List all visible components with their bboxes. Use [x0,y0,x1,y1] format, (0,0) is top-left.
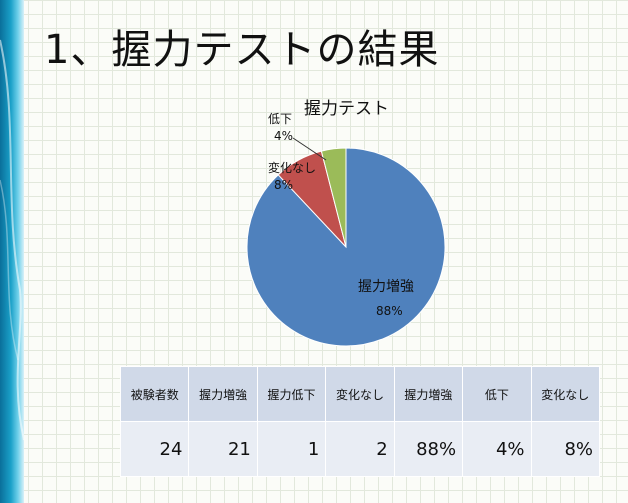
wave-decoration [0,39,24,441]
slice-label: 握力増強 [358,279,414,295]
slice-percent: 4% [274,129,293,143]
table-header-cell: 変化なし [325,366,395,422]
table-value-cell: 8% [530,421,601,477]
table-header-cell: 握力増強 [393,366,464,422]
table-header-cell: 握力増強 [188,366,258,422]
table-header-cell: 被験者数 [119,366,190,422]
table-value-row: 24 21 1 2 88% 4% 8% [119,421,601,477]
table-header-cell: 低下 [462,366,532,422]
leader-line [292,137,327,161]
table-value-cell: 21 [188,421,258,477]
table-header-cell: 握力低下 [256,366,327,422]
pie-slice [320,147,347,248]
table-value-cell: 2 [325,421,395,477]
table-value-cell: 4% [462,421,532,477]
slice-label: 低下 [268,112,292,126]
pie-chart: 握力テスト 握力増強 88% 変化なし 8% 低下 4% [246,99,446,347]
slide-title: 1、握力テストの結果 [44,27,440,73]
table-value-cell: 24 [119,421,190,477]
table-value-cell: 1 [256,421,327,477]
table-header-row: 被験者数 握力増強 握力低下 変化なし 握力増強 低下 変化なし [119,366,601,422]
slice-label: 変化なし [268,160,316,175]
decorative-side-band [0,0,24,503]
chart-title: 握力テスト [304,99,389,119]
results-table: 被験者数 握力増強 握力低下 変化なし 握力増強 低下 変化なし 24 21 1 2 88% 4% 8% [119,366,601,477]
slice-percent: 88% [376,304,403,318]
slice-percent: 8% [274,178,293,192]
table-header-cell: 変化なし [530,366,601,422]
table-value-cell: 88% [393,421,464,477]
